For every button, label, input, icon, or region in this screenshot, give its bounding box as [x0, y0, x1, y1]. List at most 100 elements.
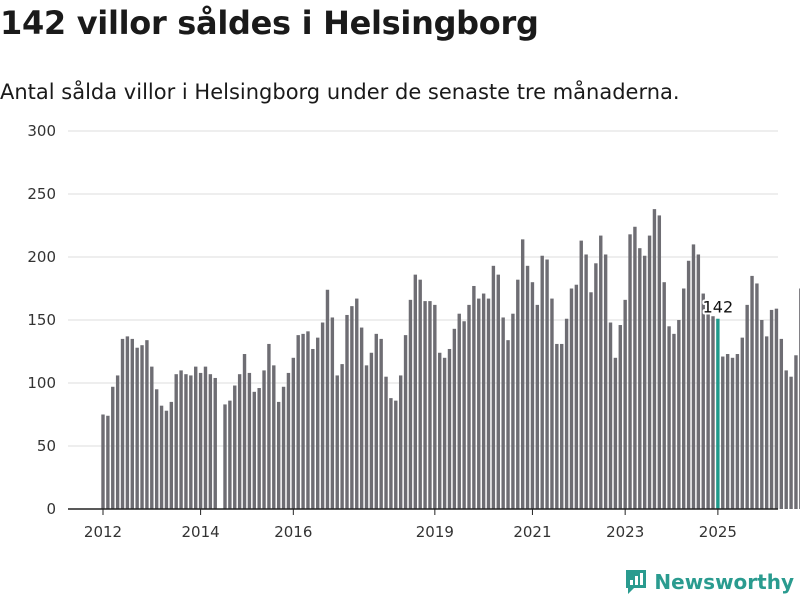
bar: [262, 370, 266, 509]
bar: [491, 265, 496, 509]
bar: [184, 374, 188, 509]
bar: [174, 374, 178, 509]
bar: [794, 355, 798, 509]
bar: [555, 343, 559, 509]
x-tick-label: 2019: [416, 523, 454, 541]
bar: [296, 335, 300, 509]
bar: [389, 398, 393, 509]
bar: [306, 331, 310, 509]
bar: [164, 410, 169, 509]
bar: [369, 352, 374, 509]
bar: [550, 298, 554, 509]
bar: [774, 308, 779, 509]
bar: [579, 240, 583, 509]
bar: [135, 347, 139, 509]
bar: [237, 374, 242, 509]
bar: [286, 372, 291, 509]
bar: [364, 365, 369, 509]
bar: [203, 366, 208, 509]
bar: [101, 414, 105, 509]
bar: [721, 356, 725, 509]
bar: [233, 385, 237, 509]
highlight-bar: [716, 318, 720, 509]
bar: [350, 306, 354, 509]
bar: [130, 338, 134, 509]
bar: [652, 209, 657, 509]
bar: [691, 244, 696, 509]
bar: [564, 318, 569, 509]
bar: [330, 317, 335, 509]
y-tick-label: 300: [27, 122, 56, 140]
x-tick-label: 2014: [182, 523, 220, 541]
bar: [428, 301, 432, 509]
bar: [276, 401, 281, 509]
bar: [403, 335, 408, 509]
bar: [462, 321, 466, 509]
bar: [291, 357, 296, 509]
bar: [301, 333, 305, 509]
bar: [194, 366, 198, 509]
bar: [477, 298, 481, 509]
bar: [603, 254, 608, 509]
y-tick-label: 100: [27, 374, 56, 392]
brand-name: Newsworthy: [654, 570, 794, 594]
bar: [608, 322, 613, 509]
bar: [125, 336, 130, 509]
bar: [335, 375, 339, 509]
bar: [730, 357, 735, 509]
bar: [486, 298, 491, 509]
bar: [667, 326, 671, 509]
bar: [257, 388, 261, 509]
bar: [325, 289, 330, 509]
bar: [574, 284, 579, 509]
bar: [242, 354, 247, 509]
bar: [569, 288, 574, 509]
bar: [672, 333, 676, 509]
bar: [467, 304, 471, 509]
bar: [145, 340, 149, 509]
bar: [340, 364, 344, 509]
bar: [228, 400, 232, 509]
bar: [320, 322, 325, 509]
bar: [447, 348, 452, 509]
bar: [599, 235, 603, 509]
y-axis: 0 50 100 150 200 250 300: [27, 122, 56, 518]
bar: [179, 370, 183, 509]
bar: [755, 283, 759, 509]
bar: [540, 255, 544, 509]
bar: [120, 338, 125, 509]
bar: [516, 279, 520, 509]
bar: [433, 304, 437, 509]
bar: [784, 370, 788, 509]
bar: [525, 265, 530, 509]
bar: [623, 299, 627, 509]
bar: [696, 254, 701, 509]
bar: [247, 372, 252, 509]
bar: [520, 239, 525, 510]
bar: [189, 375, 193, 509]
bar: [198, 372, 203, 509]
bar: [511, 313, 515, 509]
bar: [272, 365, 276, 509]
bar: [355, 298, 359, 509]
bar: [311, 348, 315, 509]
bar: [359, 327, 364, 509]
bar: [711, 316, 715, 509]
bar: [613, 357, 618, 509]
bar: [398, 375, 403, 509]
bar: [374, 333, 378, 509]
chart-subtitle: Antal sålda villor i Helsingborg under d…: [0, 80, 680, 104]
bar: [789, 376, 793, 509]
bar: [530, 282, 535, 509]
bar: [701, 293, 705, 509]
bar: [379, 338, 383, 509]
bar: [735, 354, 740, 509]
bar: [208, 374, 213, 509]
bar: [418, 279, 422, 509]
bar: [686, 260, 691, 509]
bar: [501, 317, 505, 509]
chart-title: 142 villor såldes i Helsingborg: [0, 4, 539, 42]
brand-logo: Newsworthy: [624, 568, 794, 596]
bar: [647, 235, 652, 509]
